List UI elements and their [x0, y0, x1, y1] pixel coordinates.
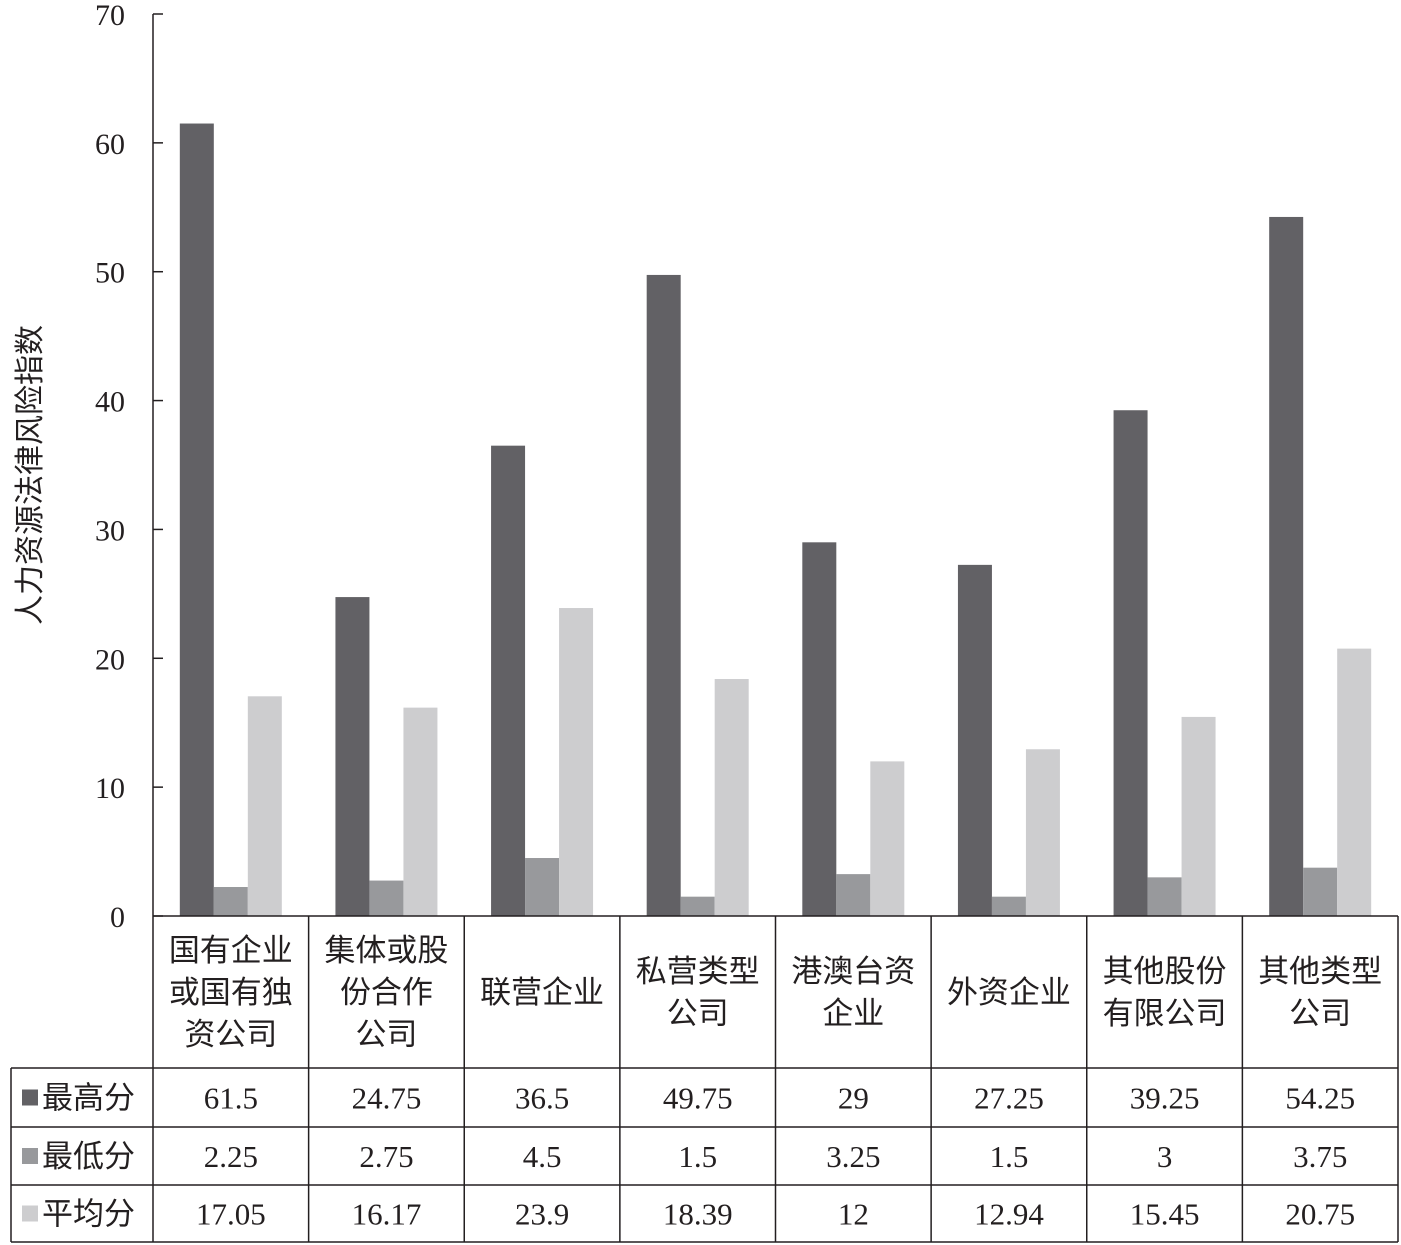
data-label: 24.75 [352, 1081, 422, 1116]
data-label: 1.5 [990, 1139, 1029, 1174]
legend-swatch-3 [22, 1205, 38, 1222]
bar-1-2 [335, 597, 370, 916]
bar-2-8 [1303, 867, 1338, 916]
bar-1-6 [957, 564, 992, 916]
bar-2-6 [991, 896, 1026, 916]
y-tick-label: 20 [95, 643, 125, 676]
category-label: 国有企业 [169, 933, 293, 968]
bar-3-8 [1337, 648, 1372, 916]
data-label: 1.5 [678, 1139, 717, 1174]
data-label: 23.9 [515, 1197, 569, 1232]
category-label: 港澳台资 [791, 954, 915, 989]
bar-1-8 [1269, 216, 1304, 916]
data-label: 4.5 [523, 1139, 562, 1174]
category-label: 有限公司 [1103, 996, 1227, 1031]
category-label: 外资企业 [947, 975, 1071, 1010]
data-label: 12 [838, 1197, 869, 1232]
bar-1-1 [179, 123, 214, 917]
category-label: 企业 [822, 996, 884, 1031]
category-label: 份合作 [340, 975, 433, 1010]
bar-1-5 [802, 542, 837, 916]
data-label: 12.94 [974, 1197, 1044, 1232]
bar-2-2 [369, 880, 404, 916]
data-label: 61.5 [204, 1081, 258, 1116]
category-label: 公司 [1289, 996, 1351, 1031]
category-label: 其他类型 [1258, 954, 1382, 989]
category-label: 公司 [355, 1017, 417, 1052]
data-label: 20.75 [1285, 1197, 1355, 1232]
category-label: 资公司 [184, 1017, 277, 1052]
y-tick-label: 70 [95, 0, 125, 32]
y-tick-label: 30 [95, 514, 125, 547]
bar-1-3 [491, 445, 526, 916]
data-label: 2.75 [359, 1139, 413, 1174]
bar-2-1 [213, 887, 248, 916]
data-label: 29 [838, 1081, 869, 1116]
legend-label: 平均分 [42, 1197, 135, 1232]
data-label: 18.39 [663, 1197, 733, 1232]
data-label: 2.25 [204, 1139, 258, 1174]
data-label: 15.45 [1130, 1197, 1200, 1232]
bar-2-5 [836, 874, 871, 916]
legend-label: 最低分 [42, 1139, 135, 1174]
bar-1-7 [1113, 410, 1148, 916]
legend-swatch-1 [22, 1089, 38, 1106]
data-label: 36.5 [515, 1081, 569, 1116]
y-tick-label: 40 [95, 386, 125, 419]
legend-swatch-2 [22, 1148, 38, 1164]
bar-3-1 [247, 696, 282, 916]
data-label: 39.25 [1130, 1081, 1200, 1116]
bar-3-7 [1181, 716, 1216, 916]
legend-label: 最高分 [42, 1081, 135, 1116]
bar-2-7 [1147, 877, 1182, 916]
y-tick-label: 50 [95, 257, 125, 290]
y-tick-label: 10 [95, 772, 125, 805]
y-tick-label: 60 [95, 128, 125, 161]
data-label: 3 [1157, 1139, 1173, 1174]
data-label: 3.75 [1293, 1139, 1347, 1174]
y-tick-label: 0 [110, 901, 125, 934]
category-label: 公司 [667, 996, 729, 1031]
y-axis: 0 10 20 30 40 50 60 70 人力资源法律风险指数 [14, 0, 163, 934]
bar-3-4 [714, 679, 749, 916]
data-label: 17.05 [196, 1197, 266, 1232]
bar-3-6 [1025, 749, 1060, 916]
category-label: 联营企业 [480, 975, 604, 1010]
data-label: 54.25 [1285, 1081, 1355, 1116]
data-label: 16.17 [352, 1197, 422, 1232]
bar-1-4 [646, 274, 681, 917]
bar-2-3 [525, 858, 560, 916]
bar-3-5 [870, 761, 905, 916]
category-label: 集体或股 [324, 933, 448, 968]
bars [179, 123, 1372, 917]
bar-3-3 [559, 608, 594, 916]
data-label: 49.75 [663, 1081, 733, 1116]
category-label: 私营类型 [636, 954, 760, 989]
category-label: 或国有独 [169, 975, 293, 1010]
data-label: 27.25 [974, 1081, 1044, 1116]
bar-3-2 [403, 707, 438, 916]
bar-2-4 [680, 896, 715, 916]
y-axis-title: 人力资源法律风险指数 [14, 325, 47, 625]
data-label: 3.25 [826, 1139, 880, 1174]
category-label: 其他股份 [1103, 954, 1227, 989]
